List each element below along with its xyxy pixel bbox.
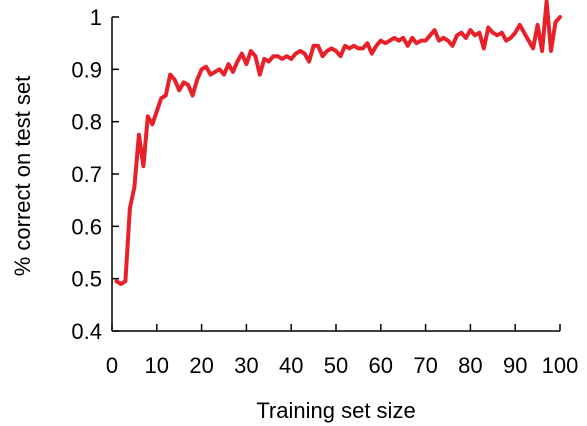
x-tick-label: 70 [413,353,437,378]
x-tick-label: 50 [324,353,348,378]
x-tick-label: 90 [503,353,527,378]
x-tick-label: 80 [458,353,482,378]
y-tick-label: 0.9 [71,57,102,82]
x-tick-label: 30 [234,353,258,378]
x-tick-label: 20 [189,353,213,378]
x-tick-label: 40 [279,353,303,378]
y-tick-label: 0.7 [71,162,102,187]
x-tick-label: 0 [106,353,118,378]
x-axis-title: Training set size [256,398,415,423]
x-tick-label: 60 [369,353,393,378]
y-tick-label: 1 [90,5,102,30]
y-tick-label: 0.5 [71,267,102,292]
axes [111,17,560,332]
y-tick-label: 0.8 [71,110,102,135]
series-line [114,0,562,286]
y-tick-label: 0.6 [71,214,102,239]
y-tick-label: 0.4 [71,319,102,344]
x-ticks: 0 10 20 30 40 50 60 70 80 90 100 [106,324,578,378]
y-axis-title: % correct on test set [10,76,35,277]
x-tick-label: 10 [145,353,169,378]
x-tick-label: 100 [542,353,579,378]
plot-area [114,0,562,286]
y-ticks: 0.4 0.5 0.6 0.7 0.8 0.9 1 [71,5,119,344]
